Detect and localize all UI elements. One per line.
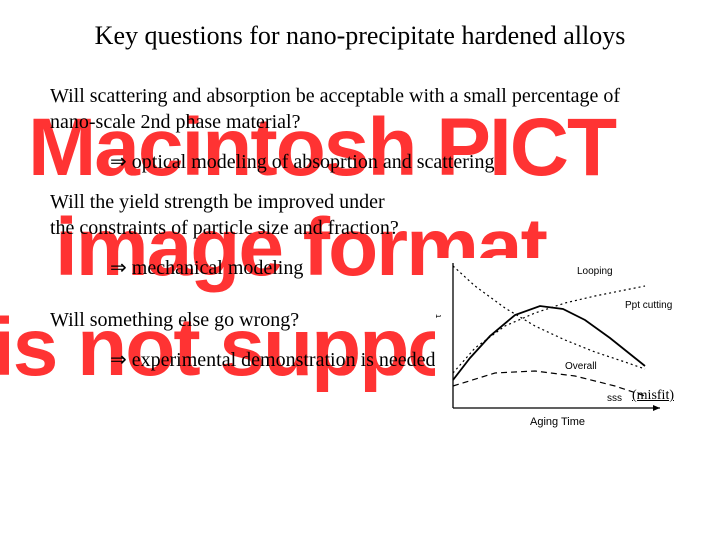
chart-svg [435,258,680,433]
curve-label-looping: Looping [577,266,613,277]
answer-1: ⇒ optical modeling of absoprtion and sca… [50,149,670,175]
curve-label-sss: sss [607,393,622,404]
arrow-icon: ⇒ [110,257,127,279]
answer-2-text: mechanical modeling [132,257,304,279]
curve-label-ppt-cutting: Ppt cutting [625,300,672,311]
question-2: Will the yield strength be improved unde… [50,189,400,241]
question-1: Will scattering and absorption be accept… [50,83,670,135]
slide-title: Key questions for nano-precipitate harde… [50,20,670,53]
answer-3-text: experimental demonstration is needed [132,349,436,371]
chart-xlabel: Aging Time [530,416,585,428]
arrow-icon: ⇒ [110,349,127,371]
misfit-label: (misfit) [632,388,674,404]
arrow-icon: ⇒ [110,151,127,173]
curve-label-overall: Overall [565,361,597,372]
aging-time-chart: τ Aging Time Looping Ppt cutting Overall ss… [435,258,680,433]
answer-1-text: optical modeling of absoprtion and scatt… [132,151,495,173]
chart-ylabel: τ [433,308,443,318]
